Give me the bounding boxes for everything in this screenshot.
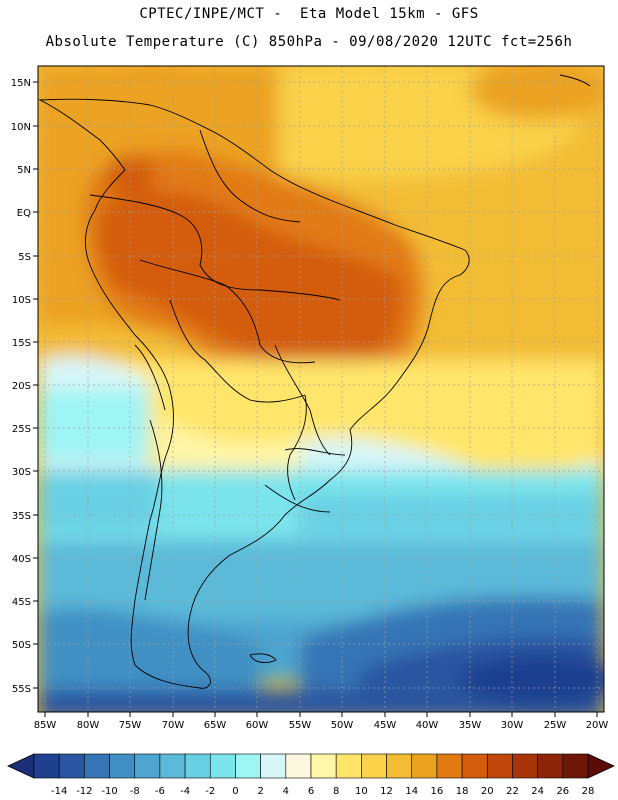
title-line-2: Absolute Temperature (C) 850hPa - 09/08/… [45,34,573,50]
lat-label: 30S [12,467,31,478]
axis-ticks [33,81,598,717]
colorbar-tick-label: 22 [506,786,519,797]
colorbar-tick-label: 26 [556,786,569,797]
colorbar-swatch [436,753,463,779]
lon-label: 30W [501,720,524,731]
lon-label: 20W [586,720,609,731]
grid-lines [38,66,604,712]
lat-label: EQ [17,208,31,219]
colorbar-tick-label: 14 [405,786,418,797]
lat-label: 15S [12,338,31,349]
colorbar-swatch [159,753,186,779]
longitude-labels: 85W 80W 75W 70W 65W 60W 55W 50W 45W 40W … [34,720,609,731]
colorbar-swatch [134,753,161,779]
colorbar-tick-label: 28 [582,786,595,797]
colorbar-swatch [335,753,362,779]
colorbar-swatch [461,753,488,779]
colorbar-tick-label: 8 [333,786,339,797]
colorbar-swatch [537,753,564,779]
map-frame [37,65,605,713]
colorbar-swatch [512,753,538,779]
colorbar-swatch [235,753,261,779]
lon-label: 80W [77,720,100,731]
lat-label: 5N [17,165,31,176]
title-line-1: CPTEC/INPE/MCT - Eta Model 15km - GFS [139,6,479,22]
colorbar-tick-label: 16 [431,786,444,797]
lon-label: 60W [246,720,269,731]
colorbar-swatch [33,753,60,779]
colorbar-tick-label: 4 [283,786,289,797]
colorbar-tick-label: 0 [232,786,238,797]
colorbar-tick-label: -10 [101,786,117,797]
colorbar-tick-label: 10 [355,786,368,797]
lat-label: 50S [12,640,31,651]
colorbar-tick-label: -14 [51,786,67,797]
colorbar-tick-label: 12 [380,786,393,797]
lat-label: 25S [12,424,31,435]
lon-label: 40W [416,720,439,731]
colorbar-tick-label: 2 [257,786,263,797]
lon-label: 55W [289,720,312,731]
colorbar-swatch [109,753,136,779]
colorbar-low-arrow [7,753,35,779]
lat-label: 45S [12,597,31,608]
colorbar-tick-label: 18 [456,786,469,797]
colorbar-swatch [58,753,85,779]
lat-label: 5S [18,252,31,263]
colorbar-tick-label: 24 [531,786,544,797]
lat-label: 10S [12,295,31,306]
colorbar-swatch [260,753,287,779]
colorbar-swatch [486,753,513,779]
lat-label: 55S [12,684,31,695]
colorbar-swatch [386,753,413,779]
colorbar-swatch [184,753,211,779]
lat-label: 40S [12,554,31,565]
lon-label: 45W [374,720,397,731]
lon-label: 85W [34,720,57,731]
lon-label: 65W [204,720,227,731]
lat-label: 15N [11,78,31,89]
lat-label: 20S [12,381,31,392]
temperature-field [38,66,604,712]
colorbar-tick-label: -12 [76,786,92,797]
latitude-labels: 15N 10N 5N EQ 5S 10S 15S 20S 25S 30S 35S… [11,78,31,695]
colorbar-tick-label: 20 [481,786,494,797]
colorbar: -14 -12 -10 -8 -6 -4 -2 0 2 4 6 8 10 12 14 16 18 20 22 24 26… [7,753,615,797]
lon-label: 25W [544,720,567,731]
colorbar-tick-label: -4 [180,786,190,797]
colorbar-tick-label: 6 [308,786,314,797]
colorbar-tick-label: -8 [130,786,140,797]
colorbar-swatch [209,753,236,779]
coastline-and-borders [38,74,591,689]
colorbar-swatch [361,753,387,779]
lon-label: 70W [162,720,185,731]
lat-label: 10N [11,122,31,133]
colorbar-swatch [562,753,589,779]
colorbar-tick-label: -2 [205,786,215,797]
colorbar-swatch [310,753,337,779]
colorbar-swatch [411,753,438,779]
lon-label: 50W [331,720,354,731]
lon-label: 35W [459,720,482,731]
colorbar-high-arrow [587,753,615,779]
lat-label: 35S [12,511,31,522]
colorbar-tick-label: -6 [155,786,165,797]
lon-label: 75W [119,720,142,731]
colorbar-swatch [84,753,110,779]
colorbar-swatch [285,753,312,779]
